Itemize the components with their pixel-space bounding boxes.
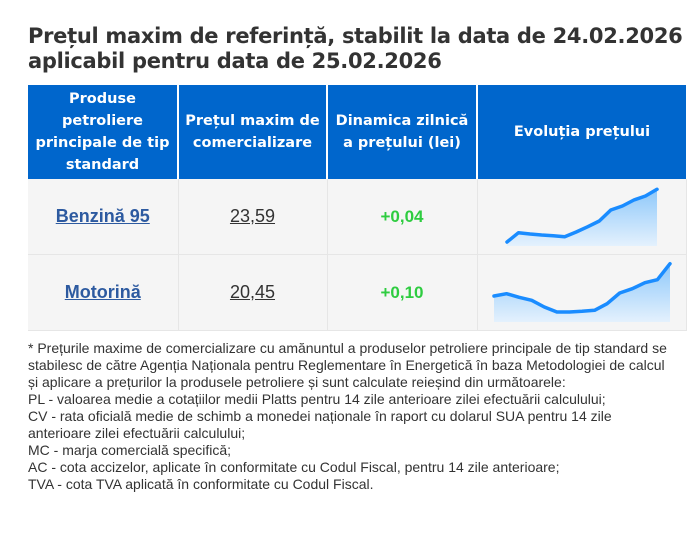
- trend-sparkline-cell: [477, 179, 687, 255]
- trend-sparkline: [491, 261, 672, 322]
- product-link-motorina[interactable]: Motorină: [64, 282, 141, 302]
- price-change: +0,10: [380, 282, 424, 302]
- footnote-pl: PL - valoarea medie a cotațiilor medii P…: [28, 391, 606, 407]
- footnotes: * Prețurile maxime de comercializare cu …: [28, 340, 668, 493]
- trend-sparkline-cell: [477, 254, 687, 331]
- header-trend: Evoluția prețului: [477, 85, 686, 179]
- price-value[interactable]: 23,59: [229, 206, 276, 226]
- price-change: +0,04: [380, 206, 424, 226]
- footnote-tva: TVA - cota TVA aplicată în conformitate …: [28, 476, 374, 492]
- footnote-mc: MC - marja comercială specifică;: [28, 442, 232, 458]
- header-product: Produse petroliere principale de tip sta…: [28, 85, 179, 179]
- footnote-intro: * Prețurile maxime de comercializare cu …: [28, 340, 667, 390]
- table-row: Benzină 95 23,59 +0,04: [28, 179, 687, 255]
- header-price: Prețul maxim de comercializare: [178, 85, 328, 179]
- price-panel: Prețul maxim de referință, stabilit la d…: [28, 24, 687, 493]
- footnote-ac: AC - cota accizelor, aplicate în conform…: [28, 459, 560, 475]
- page-title: Prețul maxim de referință, stabilit la d…: [28, 24, 683, 73]
- table-row: Motorină 20,45 +0,10: [28, 254, 687, 331]
- sparkline-line: [504, 187, 659, 244]
- price-value[interactable]: 20,45: [229, 282, 276, 302]
- footnote-cv: CV - rata oficială medie de schimb a mon…: [28, 408, 612, 441]
- sparkline-area: [506, 189, 657, 246]
- sparkline-area: [493, 263, 670, 322]
- product-link-benzina[interactable]: Benzină 95: [55, 206, 150, 226]
- sparkline-line: [491, 261, 672, 314]
- header-change: Dinamica zilnică a prețului (lei): [327, 85, 478, 179]
- price-table: Produse petroliere principale de tip sta…: [28, 85, 687, 331]
- trend-sparkline: [504, 187, 659, 246]
- table-header-row: Produse petroliere principale de tip sta…: [28, 85, 686, 179]
